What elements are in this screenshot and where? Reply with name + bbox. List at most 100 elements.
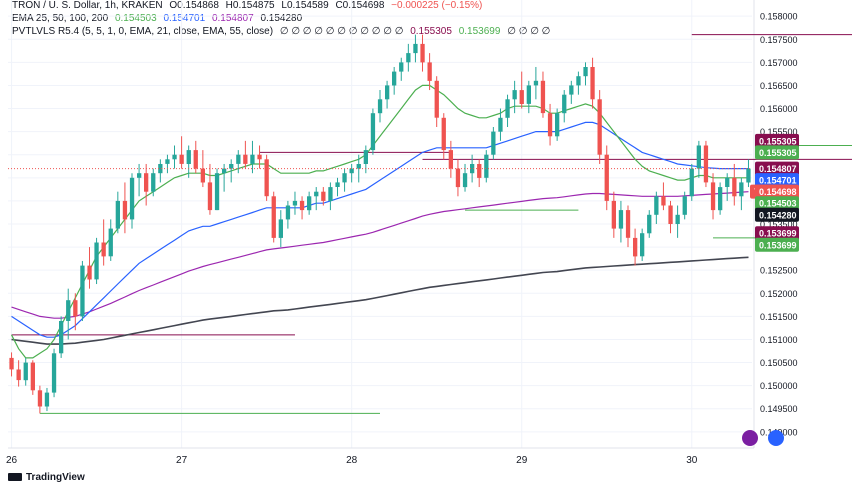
candle-body xyxy=(278,219,283,238)
candle-body xyxy=(200,168,205,183)
candle-body xyxy=(44,392,50,407)
price-label-bg xyxy=(755,237,799,252)
price-label: 0.154698 xyxy=(759,187,797,197)
candle-body xyxy=(165,159,170,164)
candle-body xyxy=(59,321,64,354)
candle-body xyxy=(661,196,666,206)
candle-body xyxy=(342,173,347,183)
candle-body xyxy=(307,196,312,211)
corner-icons xyxy=(742,430,790,451)
candle-body xyxy=(739,182,744,197)
y-tick-label: 0.157500 xyxy=(760,35,798,45)
tradingview-icon xyxy=(8,473,22,482)
price-label-bg xyxy=(755,145,799,160)
candle-body xyxy=(214,173,220,211)
x-tick-label: 29 xyxy=(516,455,528,466)
candle-body xyxy=(9,357,14,370)
candle-body xyxy=(129,177,135,220)
candle-body xyxy=(87,265,92,280)
ema25-line xyxy=(10,84,749,359)
candle-body xyxy=(80,265,85,317)
ohlc-high: H0.154875 xyxy=(225,0,275,11)
candle-body xyxy=(23,362,28,381)
tradingview-brand: TradingView xyxy=(26,472,85,483)
candle-body xyxy=(562,94,567,114)
candle-body xyxy=(207,182,213,211)
calendar-icon[interactable] xyxy=(768,430,785,446)
price-label-bg xyxy=(755,133,799,148)
candle-body xyxy=(484,154,489,178)
y-tick-label: 0.156500 xyxy=(760,81,798,91)
price-label-bg xyxy=(755,184,799,199)
symbol-label: TRON / U. S. Dollar, 1h, KRAKEN xyxy=(12,0,163,11)
candle-body xyxy=(186,150,191,164)
candle-body xyxy=(555,113,560,137)
x-tick-label: 27 xyxy=(176,455,188,466)
candle-body xyxy=(257,154,262,160)
candle-body xyxy=(299,200,305,211)
candle-body xyxy=(413,43,418,54)
candle-body xyxy=(158,164,163,174)
candle-body xyxy=(569,85,574,95)
candle-body xyxy=(427,62,432,81)
candle-body xyxy=(654,196,659,215)
price-label: 0.155305 xyxy=(759,148,797,158)
pvtlvls-nulls-a: ∅ ∅ ∅ ∅ ∅ ∅ ∅ ∅ ∅ ∅ ∅ xyxy=(279,26,404,37)
legend-line-2: EMA 25, 50, 100, 200 0.154503 0.154701 0… xyxy=(12,13,302,24)
ohlc-close: C0.154698 xyxy=(335,0,385,11)
candle-body xyxy=(696,145,701,169)
candle-body xyxy=(505,99,510,118)
candle-body xyxy=(363,150,368,164)
candle-body xyxy=(590,67,595,100)
price-label: 0.154807 xyxy=(759,164,797,174)
candle-body xyxy=(370,113,376,151)
candle-body xyxy=(512,90,517,100)
candle-body xyxy=(314,191,319,197)
candle-body xyxy=(356,164,361,169)
candle-body xyxy=(236,154,241,164)
news-icon[interactable] xyxy=(742,430,758,446)
candle-body xyxy=(689,168,694,197)
candle-body xyxy=(37,390,43,407)
pvtlvls-nulls-b: ∅ ∅ ∅ ∅ xyxy=(507,26,551,37)
candle-body xyxy=(335,182,340,187)
candle-body xyxy=(703,145,709,183)
candle-body xyxy=(533,80,539,86)
y-tick-label: 0.151500 xyxy=(760,312,798,322)
candle-body xyxy=(519,90,524,104)
candle-body xyxy=(547,113,553,137)
candle-body xyxy=(455,168,461,188)
price-label-bg xyxy=(755,196,799,211)
ohlc-open: O0.154868 xyxy=(169,0,219,11)
candle-body xyxy=(718,187,723,211)
candle-body xyxy=(583,67,588,77)
candle-body xyxy=(16,369,21,381)
candle-body xyxy=(491,131,496,155)
candle-body xyxy=(321,191,326,201)
candle-body xyxy=(399,62,404,72)
candle-body xyxy=(101,242,106,257)
y-tick-label: 0.158000 xyxy=(760,12,798,22)
price-label-bg xyxy=(755,226,799,241)
candle-body xyxy=(526,85,531,104)
candle-body xyxy=(137,173,142,178)
x-tick-label: 28 xyxy=(346,455,358,466)
candle-body xyxy=(640,233,645,257)
candle-body xyxy=(647,214,652,234)
candle-body xyxy=(30,362,35,391)
candle-body xyxy=(328,187,333,201)
pvtlvls-high-value: 0.155305 xyxy=(410,26,452,37)
candle-body xyxy=(385,85,390,100)
price-label: 0.153699 xyxy=(759,229,797,239)
candle-body xyxy=(66,300,71,321)
candle-body xyxy=(611,200,616,229)
y-tick-label: 0.152000 xyxy=(760,289,798,299)
candle-body xyxy=(243,154,248,164)
tradingview-logo: TradingView xyxy=(8,472,85,483)
candle-body xyxy=(462,173,468,188)
price-label-bg xyxy=(755,161,799,176)
candle-body xyxy=(377,99,383,114)
candle-body xyxy=(349,168,354,174)
candle-body xyxy=(576,76,581,86)
